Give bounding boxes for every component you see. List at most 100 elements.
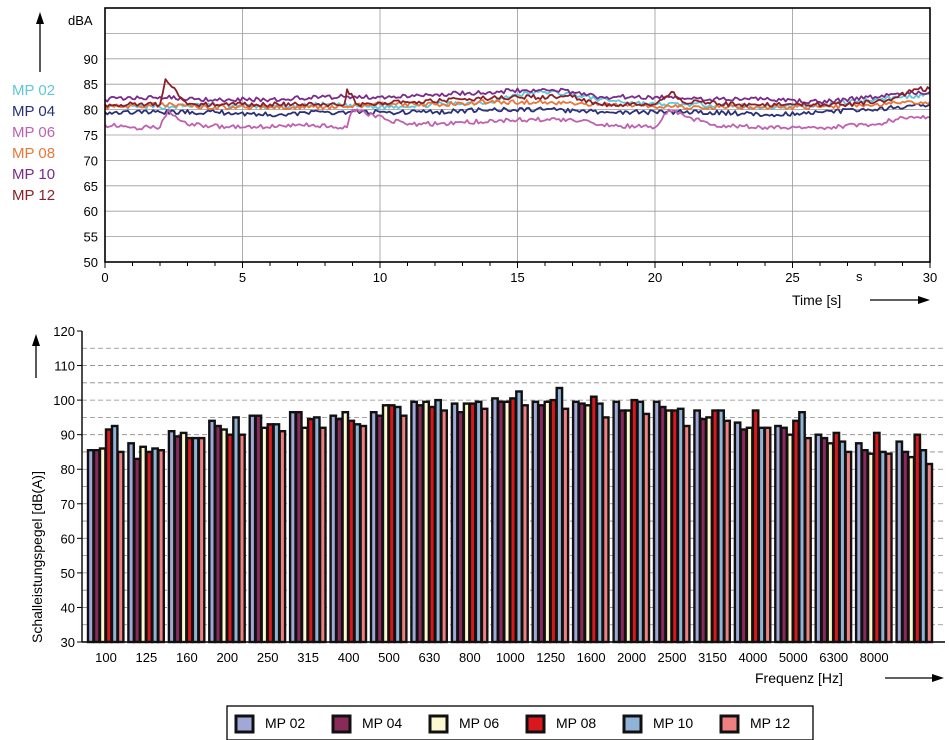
x-unit-label: s [856,269,863,284]
legend-box [226,705,814,740]
x-tick-label: 3150 [698,650,727,665]
y-arrow-icon [36,12,44,72]
y-tick-label: 75 [84,128,98,143]
bar-100-0 [86,449,95,644]
legend-item-mp04: MP 04 [12,103,55,120]
bar-200-0 [208,419,216,644]
bar-1600-2 [583,404,592,644]
x-tick-label: 160 [176,650,198,665]
bar-1600-1 [577,402,586,644]
bar-630-2 [422,400,430,644]
bar-125-3 [145,450,153,644]
x-tick-label: 100 [95,650,117,665]
bar-5000-0 [774,424,782,644]
bar-6300-4 [838,440,847,644]
legend-item-mp12: MP 12 [12,187,55,204]
legend-label: MP 08 [556,715,596,731]
x-tick-label: 25 [785,270,799,285]
bar-8000-4 [878,450,887,644]
x-tick-label: 1000 [496,650,525,665]
bar-8000-1 [860,449,869,644]
legend-item-mp06: MP 06 [12,124,55,141]
x-tick-label: 1250 [536,650,565,665]
x-tick-label: 0 [101,270,108,285]
bar-3150-3 [711,409,720,644]
bar-400-2 [341,411,350,644]
bar-500-1 [375,414,384,644]
bar-6300-1 [820,436,829,644]
x-tick-label: 10 [373,270,387,285]
legend-label: MP 04 [362,715,402,731]
legend-swatch-5 [719,714,740,734]
bar-315-1 [294,411,303,644]
bar-630-3 [428,405,436,644]
bar-630-1 [416,404,424,644]
bar-5000-4 [798,411,806,644]
bar-6300-3 [832,431,841,644]
bar-160-2 [179,431,188,644]
x-tick-label: 4000 [738,650,767,665]
y-tick-label: 65 [84,179,98,194]
y-tick-label: 100 [53,393,75,408]
bar-2500-1 [658,405,667,644]
bar-800-3 [468,402,477,644]
bar-160-1 [173,435,182,644]
bar-315-3 [306,417,315,644]
bar-400-3 [347,419,356,644]
bar-3150-1 [699,417,708,644]
x-axis-title: Frequenz [Hz] [755,670,843,686]
bar-100-4 [110,424,119,644]
bar-10000-5 [925,462,934,644]
bar-2000-5 [642,412,651,644]
bar-10000-3 [913,433,922,644]
y-tick-label: 80 [61,462,75,477]
bar-125-5 [157,449,165,644]
legend-item-mp02: MP 02 [12,82,55,99]
bar-100-1 [92,449,101,644]
bar-250-4 [272,423,281,644]
legend-swatch-0 [234,714,255,734]
x-tick-label: 15 [510,270,524,285]
bar-1250-1 [537,404,546,644]
x-tick-label: 315 [297,650,319,665]
bar-1250-4 [555,386,564,644]
legend-swatch-4 [622,714,643,734]
x-tick-label: 500 [378,650,400,665]
legend-item-mp10: MP 10 [12,166,55,183]
y-tick-label: 85 [84,77,98,92]
spectrum-chart-bars [86,386,934,644]
bar-5000-1 [780,426,788,644]
bar-8000-2 [866,452,875,644]
bar-2500-3 [670,409,679,644]
bar-125-2 [139,445,147,644]
bar-5000-5 [804,436,812,644]
bar-10000-0 [895,440,904,644]
time-chart-lines [104,78,931,131]
bar-1600-4 [595,402,604,644]
bar-250-5 [278,430,287,644]
bar-800-4 [474,400,483,644]
bar-3150-2 [705,416,714,644]
bar-10000-2 [907,455,916,644]
bar-5000-2 [786,433,794,644]
bar-250-3 [266,423,275,644]
bar-500-0 [369,411,378,644]
bar-2500-0 [652,400,661,644]
x-tick-label: 5000 [779,650,808,665]
bar-100-2 [98,447,107,644]
bar-800-5 [480,407,489,644]
x-tick-label: 630 [419,650,441,665]
bar-400-5 [359,424,368,644]
x-tick-label: 1600 [577,650,606,665]
bar-500-4 [393,405,402,644]
bar-800-0 [450,402,459,644]
bar-500-2 [381,404,390,644]
series-line-mp10 [104,87,931,105]
time-chart-grid [105,8,930,263]
bar-100-5 [116,450,125,644]
bar-250-1 [254,414,263,644]
bar-1250-0 [531,400,540,644]
bar-400-4 [353,423,362,644]
bar-8000-0 [854,442,863,644]
spectrum-chart: 30 40 50 60 70 80 90 100 110 120 100 125 160 200 250 31… [29,324,945,740]
